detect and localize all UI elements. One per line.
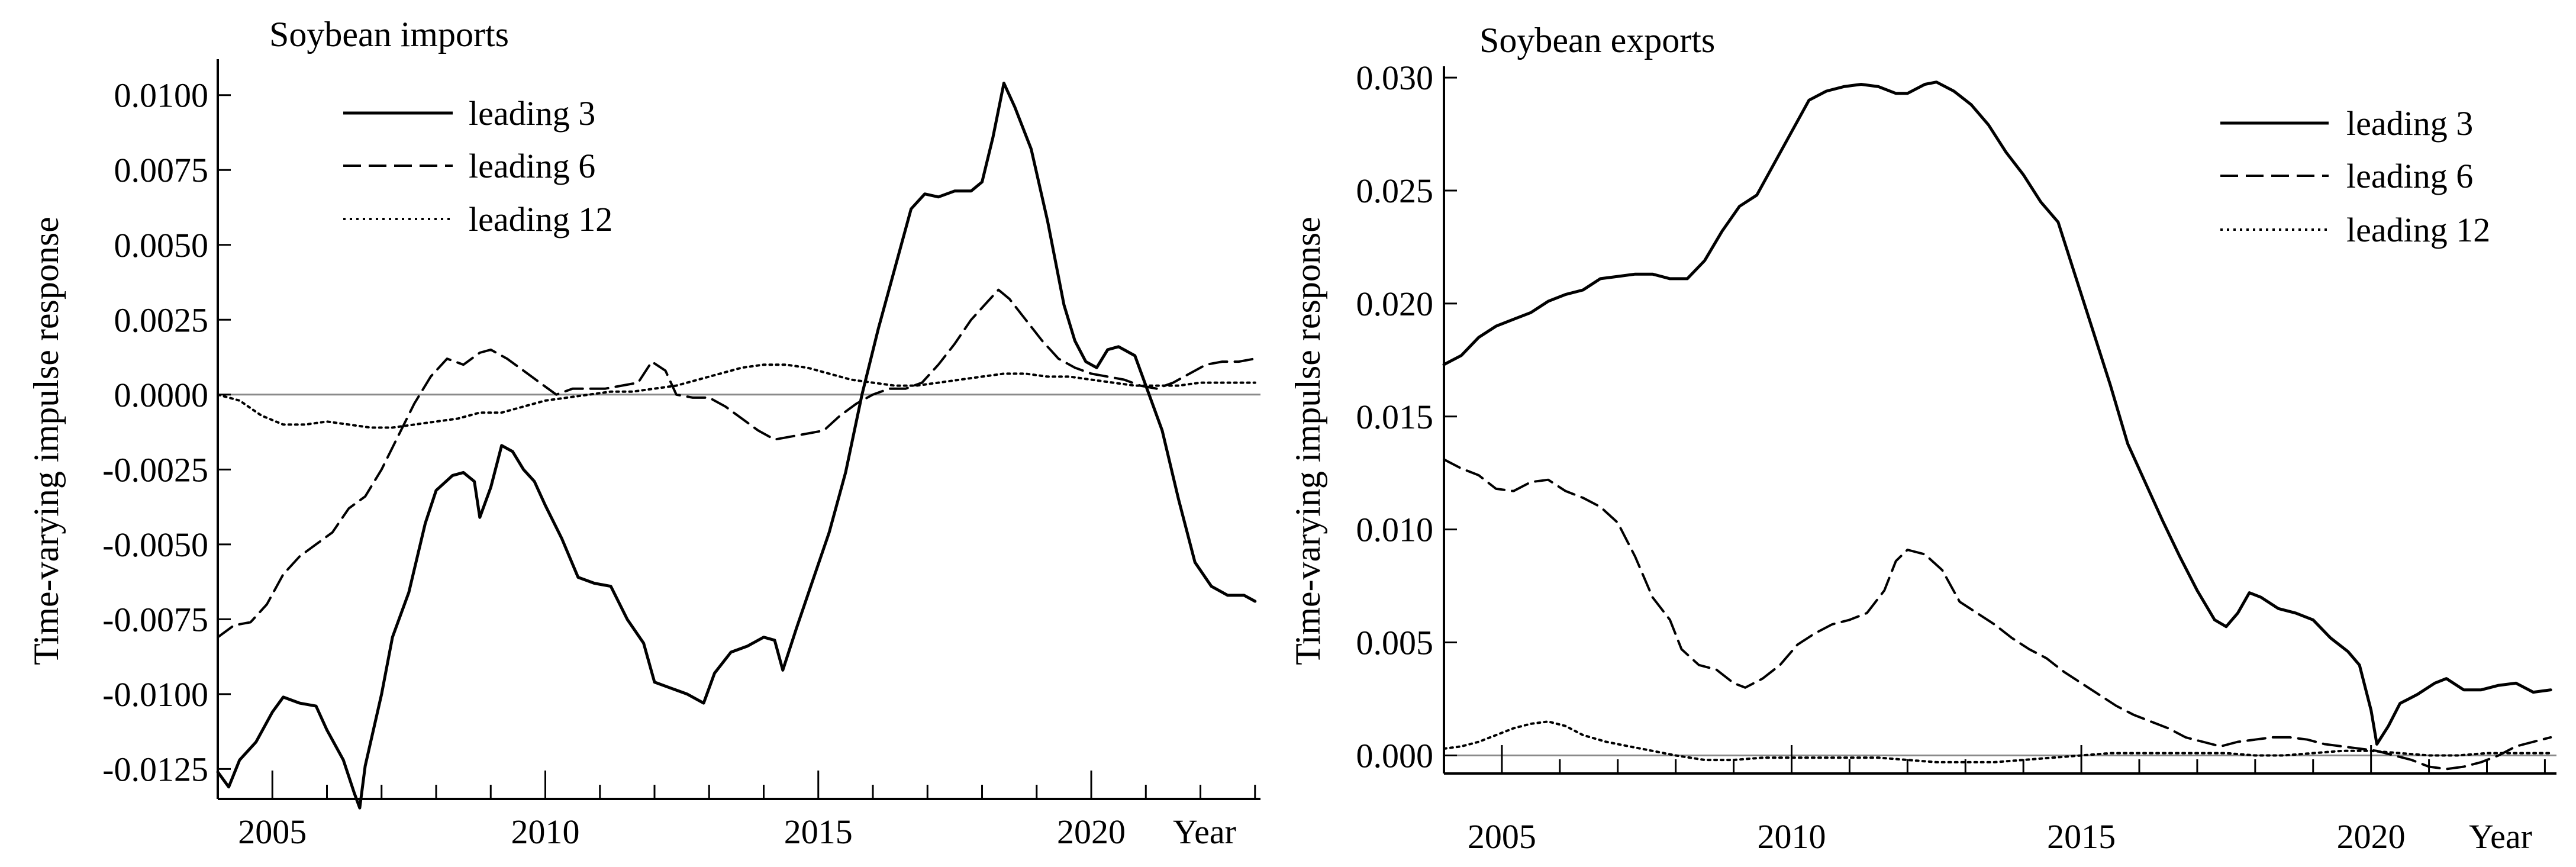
x-tick-label: 2010	[511, 813, 580, 851]
x-tick-label: 2015	[2047, 817, 2116, 856]
legend-label: leading 6	[469, 147, 595, 185]
legend-label: leading 3	[469, 94, 595, 133]
legend-label: leading 3	[2346, 104, 2473, 143]
x-tick-label: 2010	[1758, 817, 1826, 856]
y-axis-label: Time-varying impulse response	[27, 217, 66, 665]
x-axis-label: Year	[2469, 817, 2532, 856]
x-tick-label: 2020	[2337, 817, 2406, 856]
series-line-leading-12	[1443, 720, 2552, 763]
series-line-leading-3	[216, 82, 1257, 810]
chart-soybean-imports: 0.0100 0.0075 0.0050 0.0025 0.0000 -0.0025 -0.…	[27, 15, 1260, 851]
x-axis-label: Year	[1173, 813, 1236, 851]
series-line-leading-6	[1443, 458, 2552, 771]
y-tick-label: -0.0125	[102, 750, 208, 788]
series-line-leading-12	[217, 363, 1256, 429]
legend-label: leading 6	[2346, 157, 2473, 195]
series-line-leading-3	[1442, 80, 2552, 746]
y-tick-label: 0.020	[1356, 285, 1434, 323]
y-tick-label: -0.0025	[102, 450, 208, 489]
chart-svg-exports: 0.030 0.025 0.020 0.015 0.010 0.005 0.000 2005 2…	[1290, 21, 2556, 856]
chart-svg-imports: 0.0100 0.0075 0.0050 0.0025 0.0000 -0.0025 -0.…	[27, 15, 1260, 851]
chart-soybean-exports: 0.030 0.025 0.020 0.015 0.010 0.005 0.000 2005 2…	[1290, 0, 2576, 867]
y-tick-label: 0.010	[1356, 511, 1434, 549]
x-tick-label: 2005	[238, 813, 307, 851]
y-tick-label: 0.005	[1356, 624, 1434, 662]
y-tick-label: 0.0000	[114, 376, 209, 414]
y-tick-label: 0.030	[1356, 59, 1434, 97]
x-tick-label: 2015	[784, 813, 853, 851]
x-tick-label: 2020	[1057, 813, 1126, 851]
y-tick-label: 0.000	[1356, 736, 1434, 775]
y-tick-label: 0.0050	[114, 226, 209, 265]
y-axis-label: Time-varying impulse response	[1290, 217, 1327, 665]
y-tick-label: -0.0075	[102, 600, 208, 639]
legend-label: leading 12	[2346, 211, 2490, 249]
y-tick-label: 0.0025	[114, 301, 209, 339]
x-tick-label: 2005	[1468, 817, 1536, 856]
y-tick-label: 0.0100	[114, 76, 209, 115]
chart-title: Soybean exports	[1479, 21, 1715, 60]
y-tick-label: 0.015	[1356, 398, 1434, 436]
series-line-leading-6	[217, 288, 1256, 639]
chart-title: Soybean imports	[269, 15, 509, 54]
y-tick-label: 0.025	[1356, 172, 1434, 210]
y-tick-label: -0.0100	[102, 675, 208, 714]
y-tick-label: -0.0050	[102, 526, 208, 564]
legend-label: leading 12	[469, 200, 612, 238]
y-tick-label: 0.0075	[114, 151, 209, 189]
